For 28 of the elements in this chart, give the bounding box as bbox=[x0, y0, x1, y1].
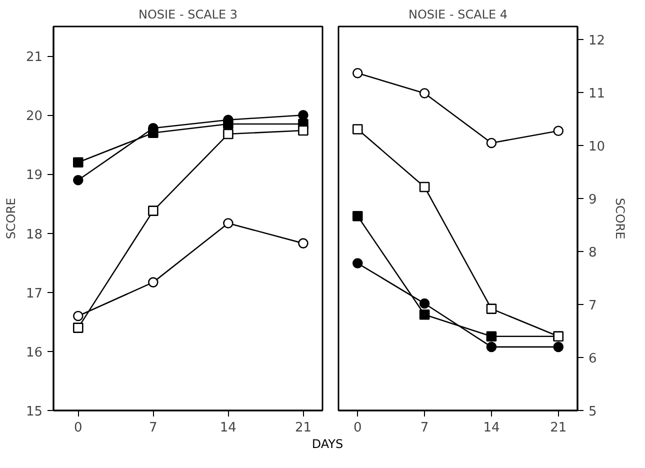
x-tick-label: 14 bbox=[220, 420, 236, 436]
y-tick-label: 19 bbox=[26, 168, 43, 184]
y2-tick-label: 8 bbox=[588, 246, 597, 261]
y-tick-label: 16 bbox=[26, 345, 43, 360]
y2-tick-label: 12 bbox=[588, 34, 606, 49]
y-tick-label: 18 bbox=[26, 227, 43, 242]
x-tick-label: 7 bbox=[420, 420, 429, 436]
y-tick-label: 21 bbox=[26, 50, 43, 66]
y-tick-label: 20 bbox=[26, 109, 43, 124]
chart-title: NOSIE - SCALE 3 bbox=[138, 8, 238, 22]
y2-tick-label: 6 bbox=[588, 352, 597, 367]
x-tick-label: 14 bbox=[483, 420, 500, 436]
y2-tick-label: 11 bbox=[588, 86, 606, 102]
y2-axis-title: SCORE bbox=[613, 198, 628, 240]
x-tick-label: 0 bbox=[353, 420, 362, 436]
y2-tick-label: 5 bbox=[588, 404, 597, 420]
x-tick-label: 21 bbox=[550, 420, 567, 436]
x-axis-title: DAYS bbox=[312, 436, 344, 453]
y2-tick-label: 9 bbox=[588, 192, 597, 208]
x-tick-label: 21 bbox=[294, 420, 312, 436]
y-tick-label: 17 bbox=[26, 286, 43, 302]
chart-title: NOSIE - SCALE 4 bbox=[408, 8, 508, 22]
y-axis-title: SCORE bbox=[4, 198, 18, 240]
y-tick-label: 15 bbox=[26, 404, 43, 420]
y2-tick-label: 7 bbox=[588, 298, 597, 314]
y2-tick-label: 10 bbox=[588, 140, 606, 155]
x-tick-label: 0 bbox=[74, 420, 82, 436]
x-tick-label: 7 bbox=[149, 420, 158, 436]
